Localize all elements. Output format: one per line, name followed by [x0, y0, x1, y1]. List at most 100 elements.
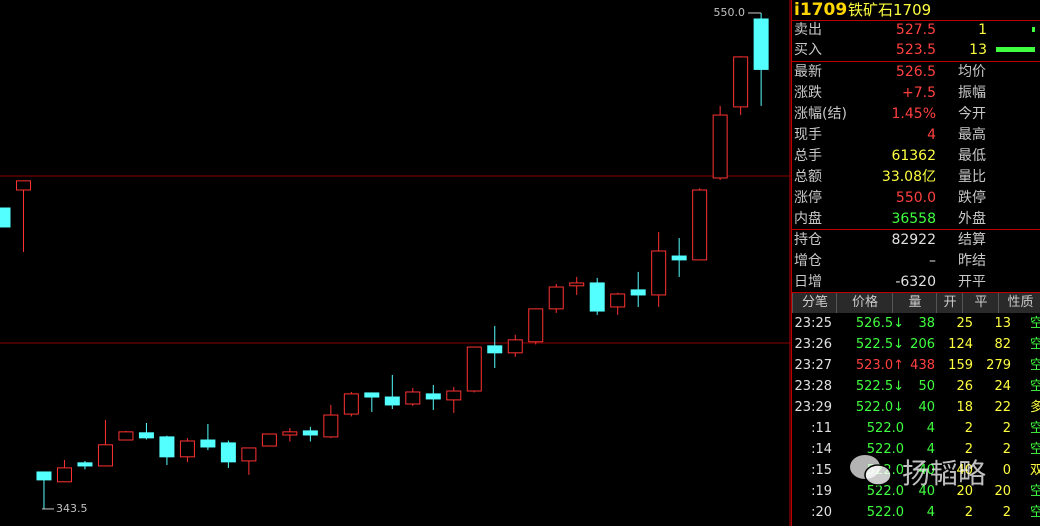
tick-cell: :14	[811, 442, 832, 457]
volume-bar	[1032, 27, 1035, 32]
label: 量比	[958, 169, 986, 185]
tick-cell: 空	[1030, 376, 1040, 397]
tick-cell: 13	[994, 316, 1011, 331]
tick-cell: 2	[964, 442, 973, 457]
label: 开平	[958, 274, 986, 290]
tick-cell: 18	[956, 400, 973, 415]
value: –	[929, 253, 936, 269]
price: 527.5	[895, 22, 936, 38]
label: 最高	[958, 127, 986, 143]
stat-row: 持仓 82922 结算	[792, 230, 1040, 251]
candle-body	[753, 18, 769, 70]
tick-cell: 空	[1030, 334, 1040, 355]
label: 最新	[794, 64, 822, 80]
tick-cell: 522.0	[866, 505, 904, 520]
candle-body	[425, 393, 441, 400]
tick-cell: 522.5↓	[855, 379, 904, 394]
tick-cell: :19	[811, 484, 832, 499]
label: 均价	[958, 64, 986, 80]
stat-row: 总手 61362 最低	[792, 146, 1040, 167]
tick-cell: 24	[994, 379, 1011, 394]
label: 跌停	[958, 190, 986, 206]
stat-row: 涨幅(结) 1.45% 今开	[792, 104, 1040, 125]
tick-cell: 40	[918, 463, 935, 478]
candle-body	[159, 436, 175, 458]
candle-body	[323, 414, 339, 438]
tick-cell: 38	[918, 316, 935, 331]
candle-body	[118, 431, 134, 441]
label: 涨跌	[794, 85, 822, 101]
stat-row: 总额 33.08亿 量比	[792, 167, 1040, 188]
candle-body	[15, 180, 31, 191]
tick-cell: 2	[1002, 505, 1011, 520]
quote-panel: i1709 铁矿石1709 卖出 527.5 1 买入 523.5 13 最新 5…	[791, 0, 1040, 526]
tick-row: :20 522.0 4 2 2 空	[792, 502, 1040, 523]
column-header: 价格	[836, 293, 893, 313]
candle-body	[548, 286, 564, 310]
tick-cell: 20	[994, 484, 1011, 499]
candle-body	[302, 430, 318, 436]
tick-cell: 279	[986, 358, 1011, 373]
tick-row: :19 522.0 40 20 20 空	[792, 481, 1040, 502]
tick-cell: 124	[948, 337, 973, 352]
tick-cell: 438	[910, 358, 935, 373]
value: 61362	[891, 148, 936, 164]
annotation-label: 343.5	[56, 502, 88, 515]
label: 结算	[958, 232, 986, 248]
stat-row: 现手 4 最高	[792, 125, 1040, 146]
tick-cell: 空	[1030, 439, 1040, 460]
column-header: 开	[936, 293, 963, 313]
tick-cell: 23:25	[794, 316, 832, 331]
ask-row: 卖出 527.5 1	[792, 20, 1040, 41]
candlestick-chart: 550.0 343.5	[0, 0, 791, 526]
tick-cell: 0	[1002, 463, 1011, 478]
tick-cell: 双	[1030, 460, 1040, 481]
value: 4	[927, 127, 936, 143]
tick-cell: 206	[910, 337, 935, 352]
column-header: 性质	[998, 293, 1040, 313]
tick-cell: 2	[1002, 442, 1011, 457]
candle-body	[200, 439, 216, 448]
column-header: 分笔	[792, 293, 837, 313]
candle-body	[569, 282, 585, 287]
value: +7.5	[902, 85, 936, 101]
candle-body	[36, 471, 52, 481]
candle-body	[630, 289, 646, 296]
value: 550.0	[895, 190, 936, 206]
candle-body	[179, 440, 195, 458]
label: 最低	[958, 148, 986, 164]
candle-body	[589, 282, 605, 312]
wechat-icon	[850, 455, 892, 486]
column-header: 量	[892, 293, 937, 313]
tick-header: 分笔 价格量开平性质	[792, 293, 1040, 313]
candle-body	[405, 391, 421, 405]
label: 持仓	[794, 232, 822, 248]
candle-body	[0, 207, 11, 228]
tick-cell: 522.0↓	[855, 400, 904, 415]
value: -6320	[895, 274, 936, 290]
candle-body	[241, 447, 257, 462]
tick-cell: 4	[926, 505, 935, 520]
stat-row: 涨跌 +7.5 振幅	[792, 83, 1040, 104]
tick-cell: 空	[1030, 481, 1040, 502]
separator	[792, 61, 1040, 62]
label: 增仓	[794, 253, 822, 269]
candle-body	[692, 189, 708, 261]
tick-row: :14 522.0 4 2 2 空	[792, 439, 1040, 460]
candle-body	[384, 396, 400, 406]
candle-body	[671, 255, 687, 261]
tick-cell: 25	[956, 316, 973, 331]
volume: 1	[978, 22, 987, 38]
tick-cell: 20	[956, 484, 973, 499]
tick-cell: :20	[811, 505, 832, 520]
tick-cell: 空	[1030, 418, 1040, 439]
tick-cell: 23:28	[794, 379, 832, 394]
tick-cell: 空	[1030, 355, 1040, 376]
watermark: 扬韬略	[902, 457, 987, 490]
candle-body	[528, 308, 544, 343]
tick-cell: 4	[926, 421, 935, 436]
candle-body	[610, 293, 626, 308]
candle-body	[343, 393, 359, 415]
candle-body	[487, 345, 503, 354]
value: 82922	[891, 232, 936, 248]
